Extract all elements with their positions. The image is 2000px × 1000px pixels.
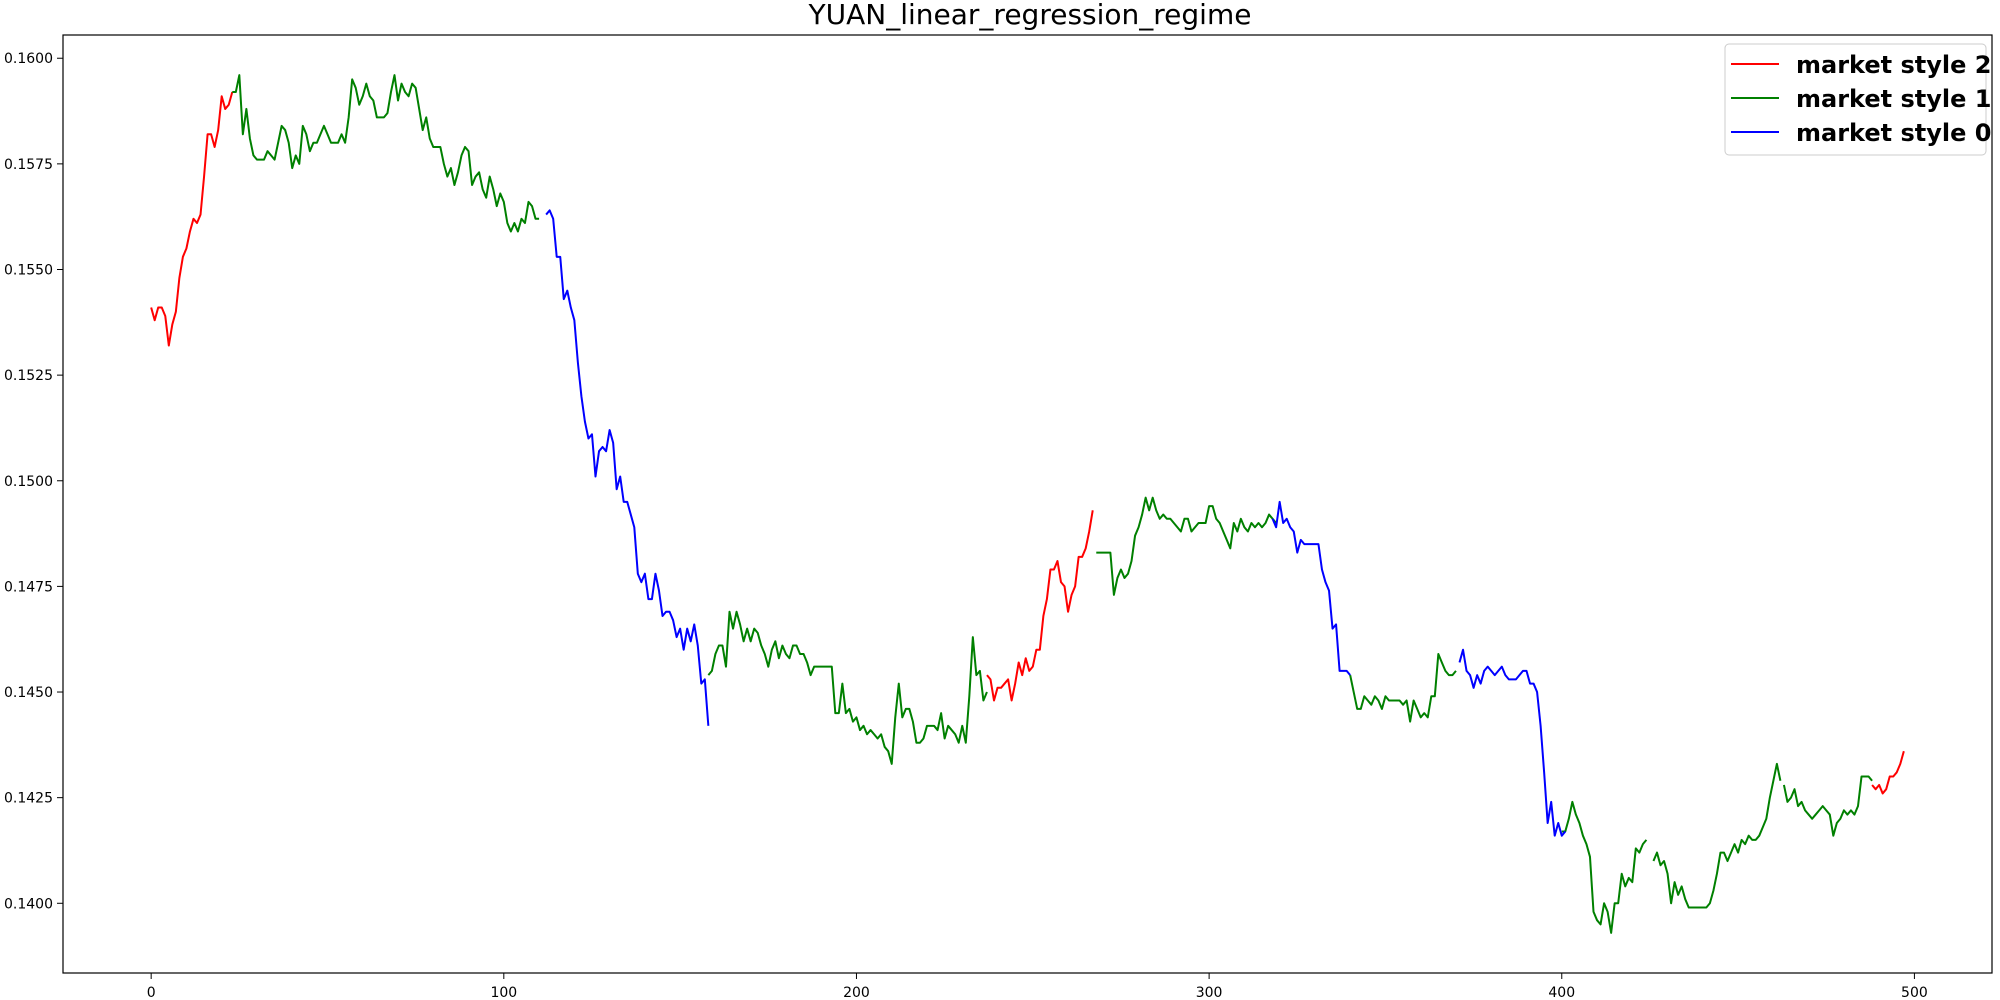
x-tick-label: 100 (490, 985, 517, 1000)
y-tick-label: 0.1400 (4, 896, 53, 912)
x-tick-label: 300 (1196, 985, 1223, 1000)
series-line-segment (1782, 775, 1873, 837)
x-axis: 0 100 200 300 400 500 (147, 973, 1928, 1000)
y-tick-label: 0.1475 (4, 579, 53, 595)
plot-frame (62, 34, 1993, 974)
series-line-segment (1096, 496, 1277, 596)
y-tick-label: 0.1525 (4, 368, 53, 384)
x-tick-label: 400 (1548, 985, 1575, 1000)
legend: market style 2 market style 1 market sty… (1724, 43, 1991, 156)
x-tick-label: 200 (843, 985, 870, 1000)
series-0 (150, 91, 1905, 795)
series-line-segment (1652, 762, 1782, 909)
legend-label-series-1: market style 1 (1796, 85, 1991, 113)
series-line-segment (150, 91, 234, 347)
y-tick-label: 0.1450 (4, 685, 53, 701)
series-line-segment (1458, 648, 1567, 837)
y-tick-label: 0.1500 (4, 474, 53, 490)
y-tick-label: 0.1575 (4, 157, 53, 173)
legend-label-series-2: market style 0 (1796, 119, 1991, 147)
series-line-segment (1271, 500, 1351, 676)
series-line-segment (232, 74, 540, 233)
x-tick-label: 0 (147, 985, 156, 1000)
series-line-segment (1561, 800, 1648, 934)
y-tick-label: 0.1550 (4, 263, 53, 279)
series-2 (545, 209, 1567, 837)
y-axis: 0.1400 0.1425 0.1450 0.1475 0.1500 0.1525 0.15… (4, 51, 63, 912)
chart-title: YUAN_linear_regression_regime (808, 0, 1252, 31)
series-line-segment (986, 510, 1094, 702)
series-line-segment (1349, 653, 1457, 723)
y-tick-label: 0.1425 (4, 791, 53, 807)
series-layer (150, 74, 1905, 934)
series-line-segment (545, 209, 710, 726)
series-line-segment (707, 610, 988, 765)
y-tick-label: 0.1600 (4, 51, 53, 67)
legend-box (1724, 43, 1987, 156)
series-1 (232, 74, 1873, 934)
x-tick-label: 500 (1901, 985, 1928, 1000)
series-line-segment (1871, 750, 1905, 795)
legend-label-series-0: market style 2 (1796, 51, 1991, 79)
